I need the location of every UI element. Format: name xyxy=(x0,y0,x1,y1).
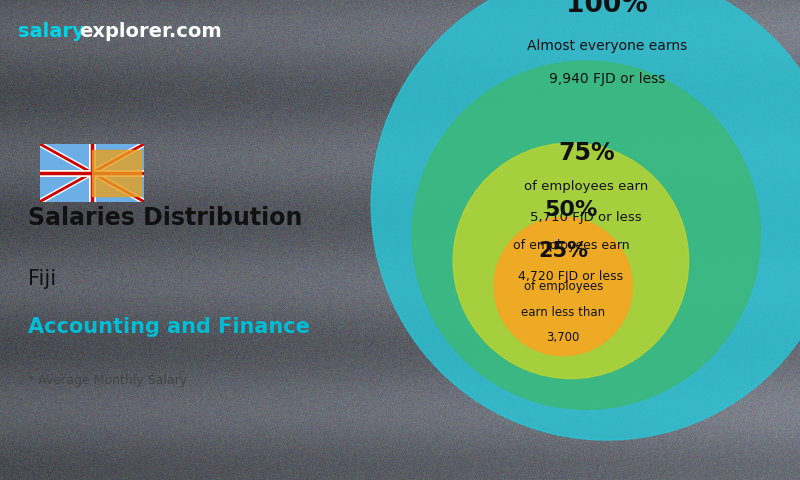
Text: 25%: 25% xyxy=(538,240,588,261)
Circle shape xyxy=(371,0,800,440)
Text: 75%: 75% xyxy=(558,141,614,165)
Text: of employees: of employees xyxy=(523,280,603,293)
Text: * Average Monthly Salary: * Average Monthly Salary xyxy=(28,374,187,387)
Text: 5,710 FJD or less: 5,710 FJD or less xyxy=(530,211,642,224)
Circle shape xyxy=(494,217,632,356)
Text: of employees earn: of employees earn xyxy=(513,239,629,252)
Text: salary: salary xyxy=(18,22,84,41)
Text: earn less than: earn less than xyxy=(521,305,606,319)
Text: 3,700: 3,700 xyxy=(546,331,580,344)
Text: 100%: 100% xyxy=(566,0,647,18)
Circle shape xyxy=(412,61,760,409)
Text: of employees earn: of employees earn xyxy=(524,180,648,193)
Bar xyxy=(92,150,141,196)
Text: explorer.com: explorer.com xyxy=(79,22,222,41)
Text: 50%: 50% xyxy=(544,200,598,219)
Text: 4,720 FJD or less: 4,720 FJD or less xyxy=(518,270,623,283)
Text: Accounting and Finance: Accounting and Finance xyxy=(28,317,310,337)
Text: Salaries Distribution: Salaries Distribution xyxy=(28,206,302,230)
Text: 9,940 FJD or less: 9,940 FJD or less xyxy=(549,72,665,86)
Text: Almost everyone earns: Almost everyone earns xyxy=(526,39,687,53)
Circle shape xyxy=(453,143,689,379)
Text: Fiji: Fiji xyxy=(28,269,56,289)
